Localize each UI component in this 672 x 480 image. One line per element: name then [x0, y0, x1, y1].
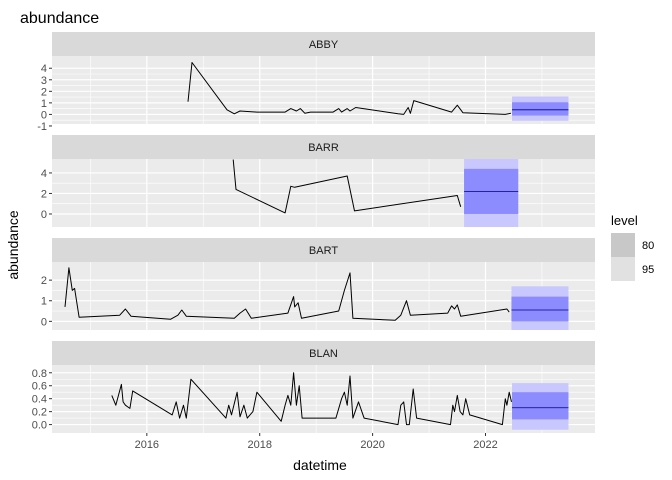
x-tick-label: 2020	[360, 439, 384, 451]
strip-label-abby: ABBY	[309, 39, 339, 51]
y-axis-title: abundance	[5, 210, 21, 280]
legend-title: level	[611, 213, 638, 228]
y-tick-label: 2	[41, 188, 47, 200]
x-tick-label: 2022	[473, 439, 497, 451]
y-tick-label: 1	[41, 98, 47, 110]
y-tick-label: 2	[41, 86, 47, 98]
x-tick-label: 2016	[135, 439, 159, 451]
interval-80-abby	[512, 102, 569, 116]
y-tick-label: -1	[37, 121, 47, 133]
observed-line-abby	[187, 62, 511, 115]
interval-80-blan	[512, 392, 569, 420]
panel-bart	[52, 262, 595, 330]
legend: level 80 95	[611, 213, 654, 281]
y-tick-label: 0	[41, 109, 47, 121]
y-tick-label: 0.0	[32, 420, 47, 432]
observed-line-bart	[64, 267, 510, 321]
strip-label-blan: BLAN	[309, 348, 338, 360]
strip-abby	[52, 32, 595, 56]
strip-blan	[52, 341, 595, 365]
y-tick-label: 2	[41, 275, 47, 287]
x-tick-label: 2018	[247, 439, 271, 451]
facet-panels: ABBY-101234BARR024BART012BLAN0.00.20.40.…	[32, 32, 595, 451]
y-tick-label: 4	[41, 168, 47, 180]
legend-label-80: 80	[642, 240, 654, 252]
strip-bart	[52, 238, 595, 262]
y-tick-label: 0	[41, 209, 47, 221]
y-tick-label: 0	[41, 316, 47, 328]
chart-title: abundance	[20, 10, 99, 27]
y-tick-label: 4	[41, 63, 47, 75]
y-tick-label: 1	[41, 296, 47, 308]
y-tick-label: 0.6	[32, 381, 47, 393]
y-tick-label: 3	[41, 75, 47, 87]
panel-abby	[52, 56, 595, 124]
y-tick-label: 0.8	[32, 368, 47, 380]
legend-label-95: 95	[642, 264, 654, 276]
strip-barr	[52, 135, 595, 159]
observed-line-blan	[111, 372, 512, 426]
legend-key-80	[611, 233, 635, 257]
legend-key-95	[611, 257, 635, 281]
y-tick-label: 0.2	[32, 407, 47, 419]
strip-label-bart: BART	[309, 245, 338, 257]
interval-80-bart	[511, 296, 569, 322]
x-axis-title: datetime	[293, 457, 347, 473]
strip-label-barr: BARR	[308, 142, 339, 154]
observed-line-barr	[232, 159, 462, 214]
y-tick-label: 0.4	[32, 394, 47, 406]
